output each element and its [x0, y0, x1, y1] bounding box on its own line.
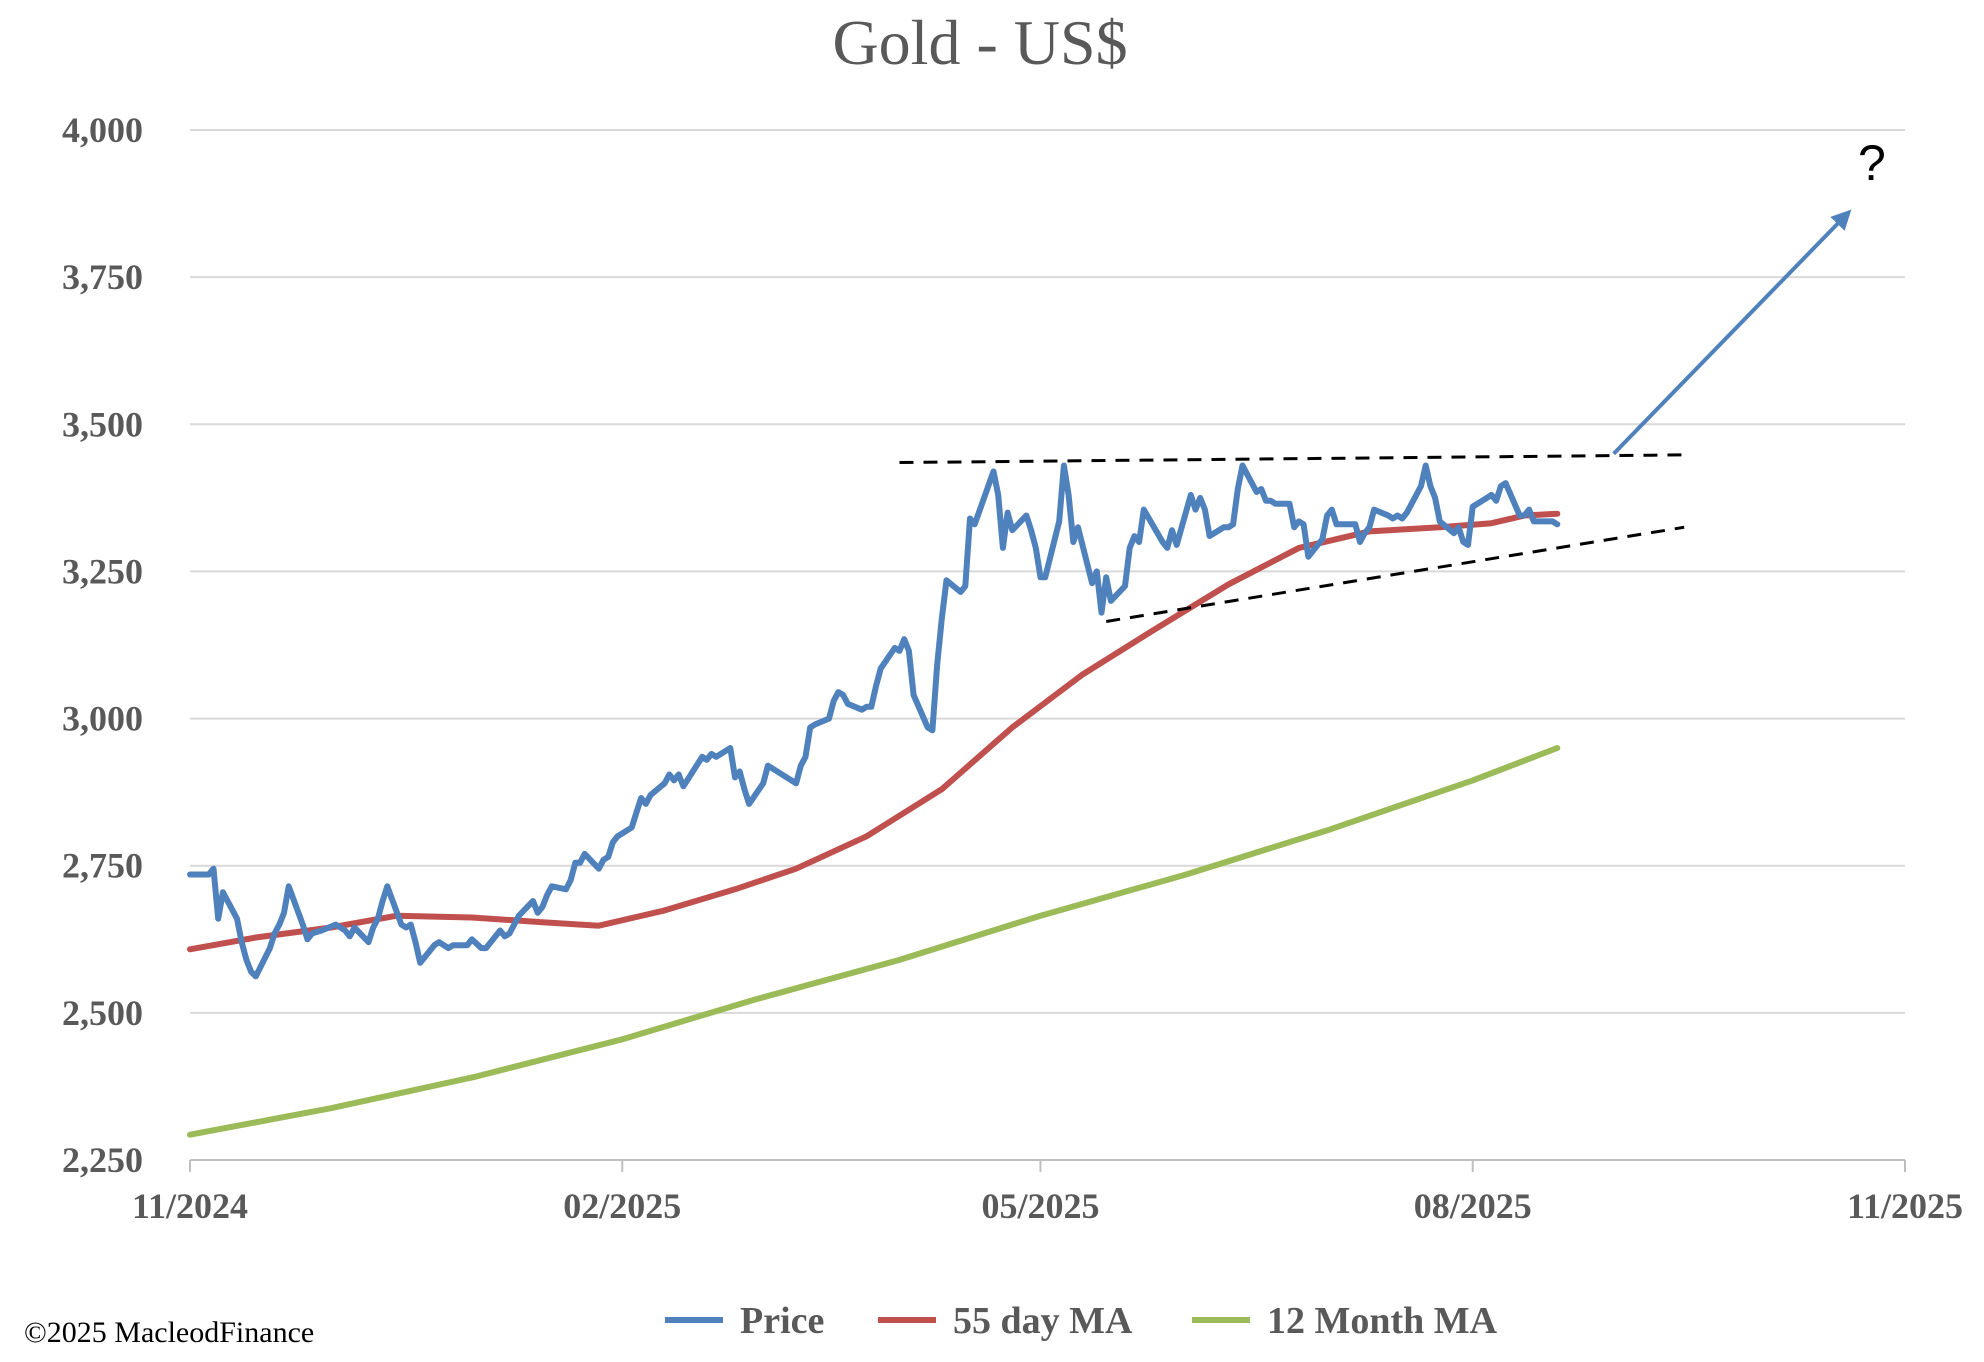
- x-tick-label: 02/2025: [563, 1186, 681, 1226]
- legend: Price 55 day MA 12 Month MA: [665, 1300, 1498, 1342]
- legend-label-12-month-ma: 12 Month MA: [1267, 1300, 1498, 1342]
- y-tick-label: 3,750: [62, 257, 143, 297]
- axes: 2,250 2,500 2,750 3,000 3,250 3,500 3,750 4,000…: [62, 110, 1963, 1226]
- legend-label-price: Price: [740, 1300, 824, 1342]
- y-tick-label: 3,500: [62, 404, 143, 444]
- y-tick-label: 2,250: [62, 1140, 143, 1180]
- x-tick-label: 08/2025: [1414, 1186, 1532, 1226]
- y-tick-label: 3,250: [62, 551, 143, 591]
- breakout-arrow: [1612, 209, 1852, 456]
- legend-label-55-day-ma: 55 day MA: [953, 1300, 1133, 1342]
- series-line-55-day-ma: [187, 510, 1561, 953]
- series-line-12-month-ma: [187, 745, 1561, 1138]
- trendline-dashed: [1105, 525, 1685, 623]
- y-tick-label: 3,000: [62, 699, 143, 739]
- y-tick-label: 2,500: [62, 993, 143, 1033]
- gridlines: [190, 129, 1905, 1014]
- copyright-text: ©2025 MacleodFinance: [24, 1316, 314, 1349]
- x-tick-label: 11/2024: [132, 1186, 248, 1226]
- series-lines: [187, 462, 1561, 1138]
- y-tick-label: 2,750: [62, 846, 143, 886]
- annotations: ?: [899, 135, 1886, 623]
- series-line-price: [187, 462, 1561, 980]
- x-tick-label: 11/2025: [1847, 1186, 1963, 1226]
- trendline-dashed: [899, 453, 1685, 465]
- question-mark-annotation: ?: [1858, 135, 1886, 191]
- x-tick-label: 05/2025: [981, 1186, 1099, 1226]
- chart-title: Gold - US$: [832, 7, 1127, 78]
- y-tick-label: 4,000: [62, 110, 143, 150]
